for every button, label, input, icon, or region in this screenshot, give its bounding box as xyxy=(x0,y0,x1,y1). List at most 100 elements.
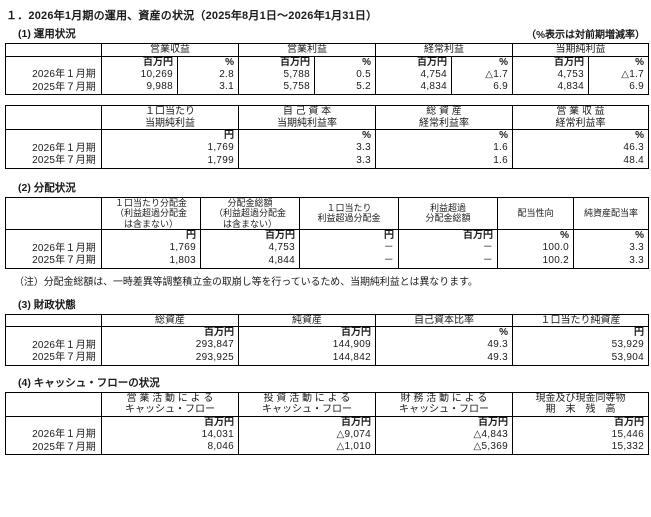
unit-label: % xyxy=(362,130,371,142)
col-header-roe: 自 己 資 本 当期純利益率 xyxy=(238,105,376,130)
cell-value: 5,758 xyxy=(283,81,310,93)
header-line-2: 当期純利益率 xyxy=(277,117,337,129)
col-header-equity-ratio: 自己資本比率 xyxy=(375,313,513,327)
unit-spacer xyxy=(6,230,101,243)
header-line-1: 総 資 産 xyxy=(426,106,462,117)
cell-value: 5.2 xyxy=(356,81,371,93)
header-line-1: 現金及び現金同等物 xyxy=(535,392,626,404)
cell-value: △1.7 xyxy=(485,68,508,80)
unit-label: 百万円 xyxy=(265,230,295,242)
cell-net-income-pct: % △1.7 6.9 xyxy=(588,55,649,95)
cell-value: 46.3 xyxy=(623,142,644,154)
cell-value: △1,010 xyxy=(336,441,371,453)
col-header-total-distribution: 分配金総額 （利益超過分配金 は含まない） xyxy=(200,196,300,230)
cell-value: 4,844 xyxy=(268,254,295,266)
cell-value: 8,046 xyxy=(207,441,234,453)
row-label-block: 2026年１月期 2025年７月期 xyxy=(5,55,102,95)
cell-value: 293,925 xyxy=(195,351,234,363)
row-label-block: 2026年１月期 2025年７月期 xyxy=(5,129,102,169)
cell-payout-ratio: % 100.0 100.2 xyxy=(497,229,574,269)
header-line-1: 分配金総額 xyxy=(227,197,273,208)
table-cash-flow: 営 業 活 動 に よ る キャッシュ・フロー 投 資 活 動 に よ る キャ… xyxy=(5,391,649,456)
table-row-header: １口当たり分配金 （利益超過分配金 は含まない） 分配金総額 （利益超過分配金 … xyxy=(5,196,649,230)
unit-spacer xyxy=(6,327,101,340)
col-header-distribution-per-unit: １口当たり分配金 （利益超過分配金 は含まない） xyxy=(101,196,201,230)
header-line-1: 自 己 資 本 xyxy=(282,106,332,117)
footnote-distribution: （注）分配金総額は、一時差異等調整積立金の取崩し等を行っているため、当期純利益と… xyxy=(14,276,478,288)
cell-net-income-per-unit: 円 1,769 1,799 xyxy=(101,129,239,169)
cell-value: 4,834 xyxy=(420,81,447,93)
corner-cell xyxy=(5,43,102,57)
cell-value: 144,842 xyxy=(332,351,371,363)
cell-excess-distribution-per-unit: 円 － － xyxy=(299,229,399,269)
cell-roa: % 1.6 1.6 xyxy=(375,129,513,169)
section-2-heading: (2) 分配状況 xyxy=(18,181,76,194)
cell-value: △4,843 xyxy=(473,428,508,440)
table-operating-results: 営業収益 営業利益 経常利益 当期純利益 2026年１月期 2025年７月期 百… xyxy=(5,43,649,95)
cell-roe: % 3.3 3.3 xyxy=(238,129,376,169)
cell-operating-profit-amount: 百万円 5,788 5,758 xyxy=(238,55,315,95)
col-header-roa: 総 資 産 経常利益率 xyxy=(375,105,513,130)
row-label: 2026年１月期 xyxy=(32,339,96,351)
cell-net-income-amount: 百万円 4,753 4,834 xyxy=(512,55,589,95)
header-line-2: 経常利益率 xyxy=(419,117,469,129)
row-label-block: 2026年１月期 2025年７月期 xyxy=(5,229,102,269)
table-body-block: 2026年１月期 2025年７月期 百万円 14,031 8,046 百万円 △… xyxy=(5,415,649,455)
header-line-2: 利益超過分配金 xyxy=(317,213,381,224)
cell-operating-revenue-pct: % 2.8 3.1 xyxy=(177,55,239,95)
unit-label: 円 xyxy=(634,327,644,339)
unit-label: % xyxy=(635,130,644,142)
row-label: 2026年１月期 xyxy=(32,429,96,440)
table-body-block: 2026年１月期 2025年７月期 円 1,769 1,799 % 3.3 3.… xyxy=(5,129,649,169)
header-line-1: 財 務 活 動 に よ る xyxy=(400,392,488,404)
cell-net-assets-per-unit: 円 53,929 53,904 xyxy=(512,326,649,366)
cell-value: 4,753 xyxy=(557,68,584,80)
cell-value: 53,904 xyxy=(611,351,644,363)
col-header-operating-revenue: 営業収益 xyxy=(101,43,239,57)
cell-distribution-per-unit: 円 1,769 1,803 xyxy=(101,229,201,269)
unit-label: % xyxy=(499,56,508,68)
cell-value: － xyxy=(482,242,493,254)
row-label: 2026年１月期 xyxy=(32,69,96,80)
row-label: 2025年７月期 xyxy=(32,255,96,266)
cell-equity-ratio: % 49.3 49.3 xyxy=(375,326,513,366)
header-line-2: キャッシュ・フロー xyxy=(399,404,489,415)
corner-cell xyxy=(5,196,102,230)
cell-value: 5,788 xyxy=(283,68,310,80)
unit-label: 百万円 xyxy=(554,56,584,68)
section-2-header: (2) 分配状況 xyxy=(6,180,647,195)
unit-spacer xyxy=(6,57,101,70)
cell-value: 10,269 xyxy=(140,68,173,80)
section-4-header: (4) キャッシュ・フローの状況 xyxy=(6,375,647,390)
header-line-2: 期 末 残 高 xyxy=(545,404,616,415)
cell-value: 6.9 xyxy=(493,81,508,93)
corner-cell xyxy=(5,391,102,417)
cell-value: 4,753 xyxy=(268,242,295,254)
cell-value: 6.9 xyxy=(629,81,644,93)
header-line-1: 配当性向 xyxy=(517,208,554,218)
unit-spacer xyxy=(6,130,101,143)
col-header-net-income-per-unit: １口当たり 当期純利益 xyxy=(101,105,239,130)
header-line-3: は含まない） xyxy=(123,218,178,229)
cell-value: 4,754 xyxy=(420,68,447,80)
unit-label: % xyxy=(635,230,644,242)
unit-label: 百万円 xyxy=(280,56,310,68)
row-label: 2026年１月期 xyxy=(32,242,96,254)
cell-value: 49.3 xyxy=(487,351,508,363)
cell-value: 3.3 xyxy=(629,254,644,266)
header-line-1: １口当たり分配金 xyxy=(114,197,187,208)
cell-value: 4,834 xyxy=(557,81,584,93)
unit-label: % xyxy=(560,230,569,242)
col-header-net-assets: 純資産 xyxy=(238,313,376,327)
unit-label: % xyxy=(499,327,508,339)
col-header-total-assets: 総資産 xyxy=(101,313,239,327)
header-line-2: （利益超過分配金 xyxy=(213,208,286,218)
table-row-header: 営 業 活 動 に よ る キャッシュ・フロー 投 資 活 動 に よ る キャ… xyxy=(5,391,649,417)
cell-value: 14,031 xyxy=(201,428,234,440)
col-header-net-income: 当期純利益 xyxy=(512,43,649,57)
table-body-block: 2026年１月期 2025年７月期 百万円 293,847 293,925 百万… xyxy=(5,326,649,366)
row-label-block: 2026年１月期 2025年７月期 xyxy=(5,326,102,366)
cell-value: △1.7 xyxy=(621,68,644,80)
cell-value: 49.3 xyxy=(487,339,508,351)
section-1-header: (1) 運用状況 （%表示は対前期増減率） xyxy=(6,26,647,41)
